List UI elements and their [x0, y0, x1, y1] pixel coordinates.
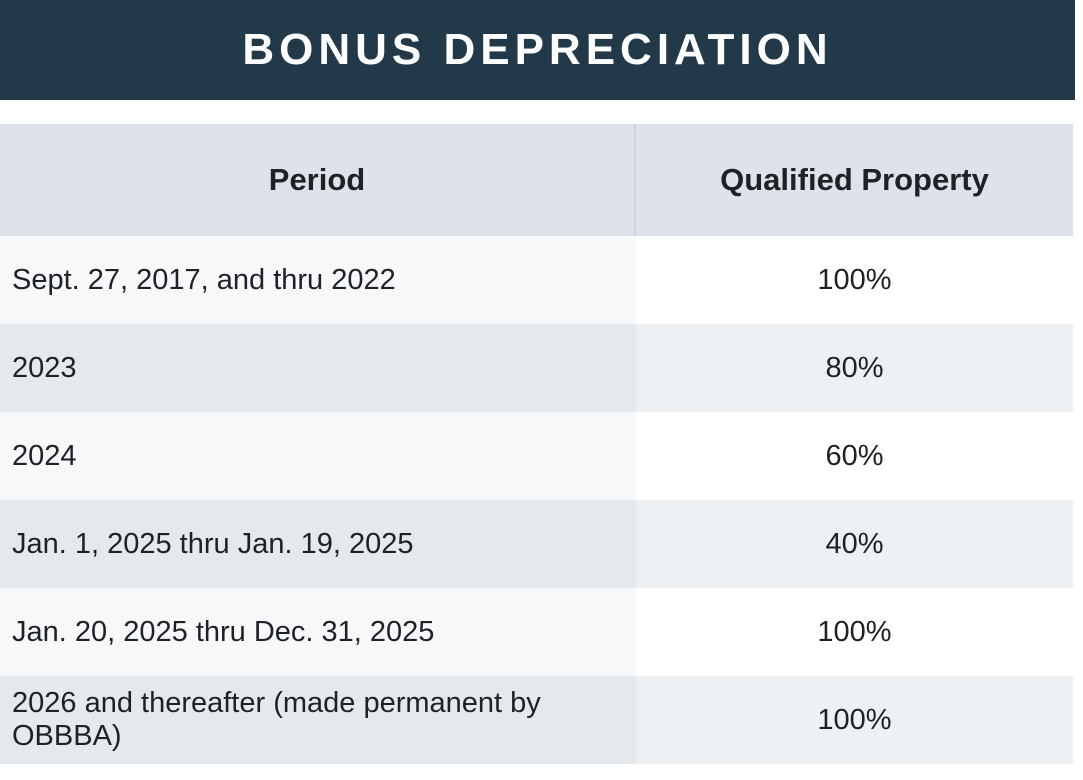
- table: Period Qualified Property Sept. 27, 2017…: [0, 124, 1073, 764]
- table-row: Sept. 27, 2017, and thru 2022 100%: [0, 236, 1073, 324]
- period-cell: Jan. 1, 2025 thru Jan. 19, 2025: [0, 500, 636, 588]
- column-header: Qualified Property: [720, 162, 989, 197]
- percentage-cell: 80%: [636, 324, 1073, 412]
- period-cell: 2024: [0, 412, 636, 500]
- table-row: Jan. 20, 2025 thru Dec. 31, 2025 100%: [0, 588, 1073, 676]
- header-row: Period Qualified Property: [0, 124, 1073, 236]
- percentage-cell: 100%: [636, 236, 1073, 324]
- period-cell: Sept. 27, 2017, and thru 2022: [0, 236, 636, 324]
- percentage-cell: 100%: [636, 588, 1073, 676]
- column-header: Period: [0, 124, 636, 236]
- table-row: Jan. 1, 2025 thru Jan. 19, 2025 40%: [0, 500, 1073, 588]
- period-cell: Jan. 20, 2025 thru Dec. 31, 2025: [0, 588, 636, 676]
- percentage-cell: 60%: [636, 412, 1073, 500]
- percentage-cell: 100%: [636, 676, 1073, 764]
- table-row: 2023 80%: [0, 324, 1073, 412]
- table-row: 2026 and thereafter (made permanent by O…: [0, 676, 1073, 764]
- table-row: 2024 60%: [0, 412, 1073, 500]
- period-cell: 2026 and thereafter (made permanent by O…: [0, 676, 636, 764]
- banner-title: BONUS DEPRECIATION: [0, 0, 1075, 100]
- period-cell: 2023: [0, 324, 636, 412]
- percentage-cell: 40%: [636, 500, 1073, 588]
